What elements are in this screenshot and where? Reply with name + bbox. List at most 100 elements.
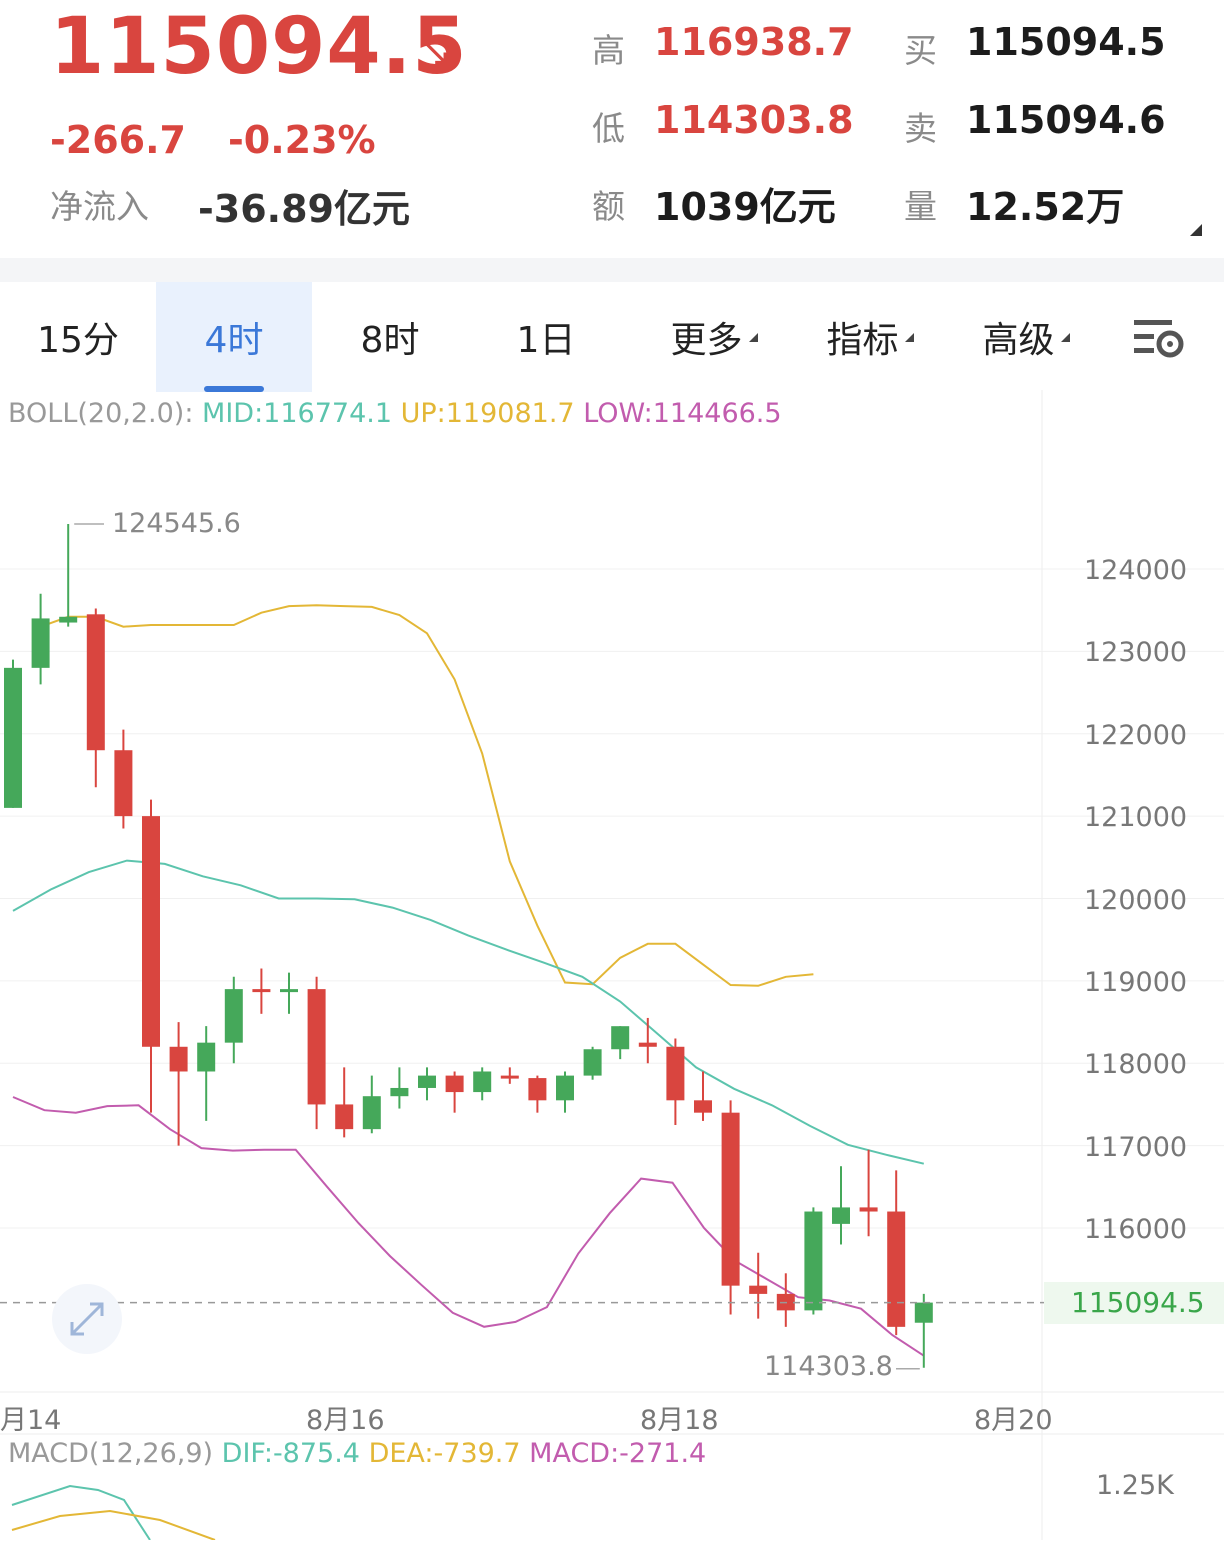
- candle-body: [500, 1075, 519, 1079]
- low-value: 114303.8: [654, 98, 854, 142]
- candle-body: [804, 1211, 823, 1311]
- section-divider: [0, 258, 1224, 282]
- tab-label: 8时: [360, 320, 420, 361]
- candle-body: [445, 1075, 464, 1093]
- candle-body: [280, 989, 298, 993]
- candle-body: [721, 1112, 740, 1286]
- down-arrow-icon: ↘: [420, 30, 452, 74]
- candle-body: [335, 1104, 354, 1130]
- candle-body: [749, 1285, 768, 1294]
- amount-label: 额: [592, 187, 625, 226]
- max-price-label: 124545.6: [112, 508, 241, 539]
- candle-body: [31, 618, 50, 668]
- candle-body: [887, 1211, 906, 1327]
- candle-body: [638, 1042, 657, 1047]
- candle-body: [86, 614, 105, 751]
- candle-body: [252, 989, 271, 993]
- y-tick: 121000: [1084, 802, 1188, 833]
- tab-8h[interactable]: 8时: [312, 282, 468, 392]
- candle-body: [859, 1207, 878, 1212]
- chart-settings-icon[interactable]: [1130, 316, 1190, 362]
- candle-body: [528, 1078, 547, 1101]
- macd-dea: DEA:-739.7: [368, 1438, 521, 1469]
- dropdown-indicator-icon: [748, 332, 758, 342]
- bid-value: 115094.5: [966, 20, 1166, 64]
- period-tabbar: 15分 4时 8时 1日 更多 指标 高级: [0, 282, 1224, 392]
- candle-body: [694, 1100, 712, 1113]
- bid-label: 买: [904, 31, 937, 70]
- min-price-label: 114303.8: [764, 1351, 893, 1382]
- dropdown-indicator-icon: [904, 332, 914, 342]
- tab-label: 1日: [516, 320, 576, 361]
- y-tick: 124000: [1084, 555, 1188, 586]
- price-change-pct: -0.23%: [228, 118, 376, 162]
- candle-body: [362, 1096, 381, 1130]
- ask-label: 卖: [904, 109, 937, 148]
- candlestick-chart[interactable]: [0, 390, 1224, 1540]
- price-change: -266.7: [50, 118, 186, 162]
- macd-axis-label: 1.25K: [1096, 1470, 1174, 1501]
- x-tick: 8月20: [974, 1405, 1053, 1436]
- candle-body: [224, 989, 243, 1043]
- fullscreen-icon: [70, 1302, 104, 1336]
- tab-advanced[interactable]: 高级: [948, 282, 1104, 392]
- high-label: 高: [592, 31, 625, 70]
- volume-value: 12.52万: [966, 185, 1125, 229]
- candle-body: [197, 1042, 216, 1072]
- candle-body: [611, 1026, 630, 1050]
- tab-4h[interactable]: 4时: [156, 282, 312, 392]
- ask-value: 115094.6: [966, 98, 1166, 142]
- boll-up-line: [40, 604, 814, 987]
- tab-15min[interactable]: 15分: [0, 282, 156, 392]
- tab-label: 指标: [826, 320, 899, 361]
- boll-name: BOLL(20,2.0):: [8, 398, 194, 429]
- y-tick: 122000: [1084, 720, 1188, 751]
- boll-low-line: [12, 1096, 925, 1357]
- x-tick: 8月16: [306, 1405, 385, 1436]
- y-tick: 116000: [1084, 1214, 1188, 1245]
- boll-mid-line: [12, 859, 925, 1165]
- y-tick: 120000: [1084, 885, 1188, 916]
- candle-body: [583, 1049, 602, 1076]
- candle-body: [114, 750, 133, 817]
- candle-body: [666, 1046, 685, 1101]
- macd-value: MACD:-271.4: [529, 1438, 707, 1469]
- candle-body: [556, 1075, 574, 1101]
- x-tick: 月14: [0, 1405, 62, 1436]
- active-tab-indicator: [204, 386, 264, 392]
- y-tick: 123000: [1084, 637, 1188, 668]
- amount-value: 1039亿元: [654, 185, 836, 229]
- dropdown-indicator-icon: [1060, 332, 1070, 342]
- tab-label: 更多: [670, 320, 743, 361]
- candle-body: [142, 816, 160, 1047]
- macd-dea-line: [11, 1509, 216, 1540]
- boll-up: UP:119081.7: [400, 398, 575, 429]
- boll-low: LOW:114466.5: [583, 398, 782, 429]
- y-tick: 117000: [1084, 1132, 1188, 1163]
- y-tick: 118000: [1084, 1049, 1188, 1080]
- tab-1d[interactable]: 1日: [468, 282, 624, 392]
- x-tick: 8月18: [640, 1405, 719, 1436]
- expand-quote-icon[interactable]: [1190, 224, 1202, 236]
- candle-body: [418, 1075, 436, 1088]
- y-tick: 119000: [1084, 967, 1188, 998]
- high-value: 116938.7: [654, 20, 854, 64]
- current-price-tag: [1044, 1282, 1224, 1324]
- inflow-label: 净流入: [50, 187, 149, 226]
- tab-indicators[interactable]: 指标: [792, 282, 948, 392]
- tab-more[interactable]: 更多: [636, 282, 792, 392]
- macd-dif: DIF:-875.4: [221, 1438, 360, 1469]
- last-price: 115094.5: [50, 2, 468, 92]
- tab-label: 4时: [204, 320, 264, 361]
- volume-label: 量: [904, 187, 937, 226]
- tab-label: 高级: [982, 320, 1055, 361]
- boll-mid: MID:116774.1: [202, 398, 393, 429]
- fullscreen-button[interactable]: [52, 1284, 122, 1354]
- tab-label: 15分: [37, 320, 119, 361]
- current-price-label: 115094.5: [1071, 1286, 1205, 1319]
- low-label: 低: [592, 109, 625, 148]
- inflow-value: -36.89亿元: [198, 187, 410, 231]
- candle-body: [307, 989, 326, 1105]
- candle-body: [59, 616, 78, 623]
- candle-body: [473, 1071, 492, 1093]
